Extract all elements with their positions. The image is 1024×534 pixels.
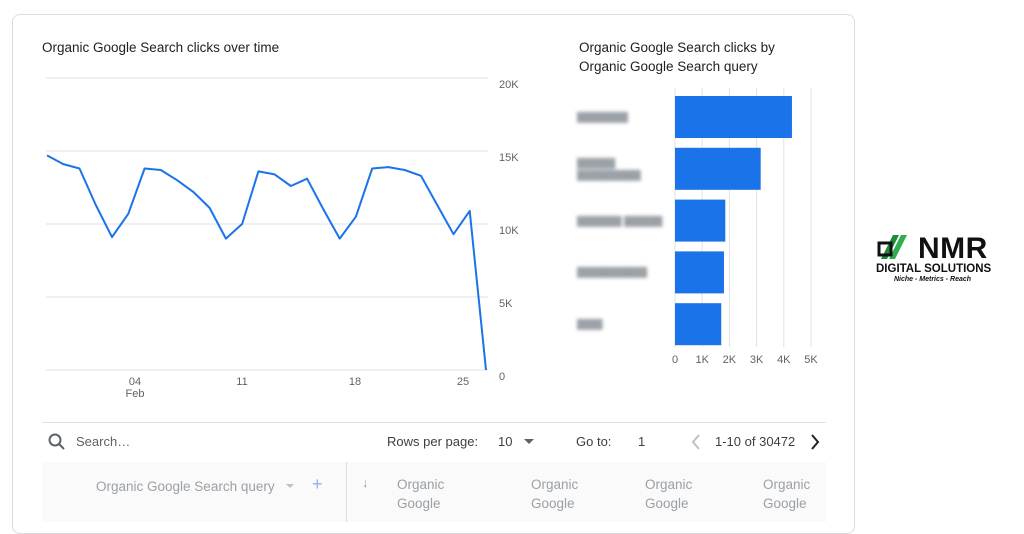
line-y-tick: 0 <box>499 371 505 383</box>
metric-header-1[interactable]: Organic Google <box>397 477 445 511</box>
rows-per-page-label: Rows per page: <box>387 434 479 449</box>
bar-category-label: ███████ ██████ <box>577 215 663 226</box>
search-icon[interactable] <box>47 432 67 452</box>
bar-chart-title-line1: Organic Google Search clicks by <box>579 40 775 55</box>
bar-x-tick: 0 <box>672 354 678 366</box>
bar-category-label: ████ <box>577 319 603 330</box>
bar-rect <box>675 147 761 190</box>
bar-rect <box>675 199 726 242</box>
bar-x-tick: 4K <box>777 354 791 366</box>
line-x-tick: 04 <box>129 376 141 388</box>
dimension-dropdown-icon[interactable] <box>286 484 294 488</box>
line-x-tick: 25 <box>457 376 469 388</box>
goto-label: Go to: <box>576 434 612 449</box>
bar-rect <box>675 303 722 346</box>
logo-tagline: Niche - Metrics - Reach <box>894 276 972 283</box>
line-x-tick: 11 <box>236 376 247 388</box>
sort-down-icon[interactable]: ↓ <box>362 475 369 490</box>
metric-header-2[interactable]: Organic Google <box>531 477 579 511</box>
toolbar-divider <box>42 422 826 423</box>
bar-x-tick: 1K <box>695 354 709 366</box>
bar-chart: 0 1K 2K 3K 4K 5K <box>672 88 818 366</box>
line-y-tick: 15K <box>499 152 519 164</box>
pagination-range: 1-10 of 30472 <box>715 434 796 449</box>
dropdown-arrow-icon[interactable] <box>524 439 534 444</box>
bar-chart-title-line2: Organic Google Search query <box>579 59 758 74</box>
line-y-tick: 10K <box>499 225 519 237</box>
line-x-subtick: Feb <box>126 388 145 400</box>
rows-per-page-select[interactable]: 10 <box>498 434 513 449</box>
logo-subtitle: DIGITAL SOLUTIONS <box>876 263 992 275</box>
nmr-logo-icon <box>877 235 907 259</box>
bar-category-label: ██████ ██████████ <box>577 157 641 180</box>
bar-rect <box>675 251 724 294</box>
header-separator <box>346 462 347 522</box>
add-dimension-icon[interactable]: + <box>312 474 323 494</box>
goto-input[interactable]: 1 <box>638 434 646 449</box>
metric-header-4[interactable]: Organic Google <box>763 477 811 511</box>
bar-x-tick: 2K <box>723 354 737 366</box>
bar-category-label: ███████████ <box>577 267 648 278</box>
bar-rect <box>675 96 792 138</box>
bar-chart-title: Organic Google Search clicks by Organic … <box>579 38 819 76</box>
line-y-tick: 20K <box>499 79 519 91</box>
bar-x-tick: 5K <box>804 354 818 366</box>
line-chart: 20K 15K 10K 5K 0 04 11 18 25 Feb <box>46 77 519 400</box>
chevron-right-icon[interactable] <box>808 432 822 452</box>
line-series <box>46 154 487 371</box>
bar-category-label: ████████ <box>577 112 629 122</box>
logo-name: NMR <box>918 232 988 265</box>
line-x-tick: 18 <box>349 376 361 388</box>
bar-x-tick: 3K <box>750 354 764 366</box>
metric-header-3[interactable]: Organic Google <box>645 477 693 511</box>
line-chart-title: Organic Google Search clicks over time <box>42 40 280 55</box>
search-input[interactable]: Search… <box>76 434 131 449</box>
chevron-left-icon[interactable] <box>689 432 703 452</box>
dimension-header[interactable]: Organic Google Search query <box>96 479 275 494</box>
line-y-tick: 5K <box>499 298 513 310</box>
